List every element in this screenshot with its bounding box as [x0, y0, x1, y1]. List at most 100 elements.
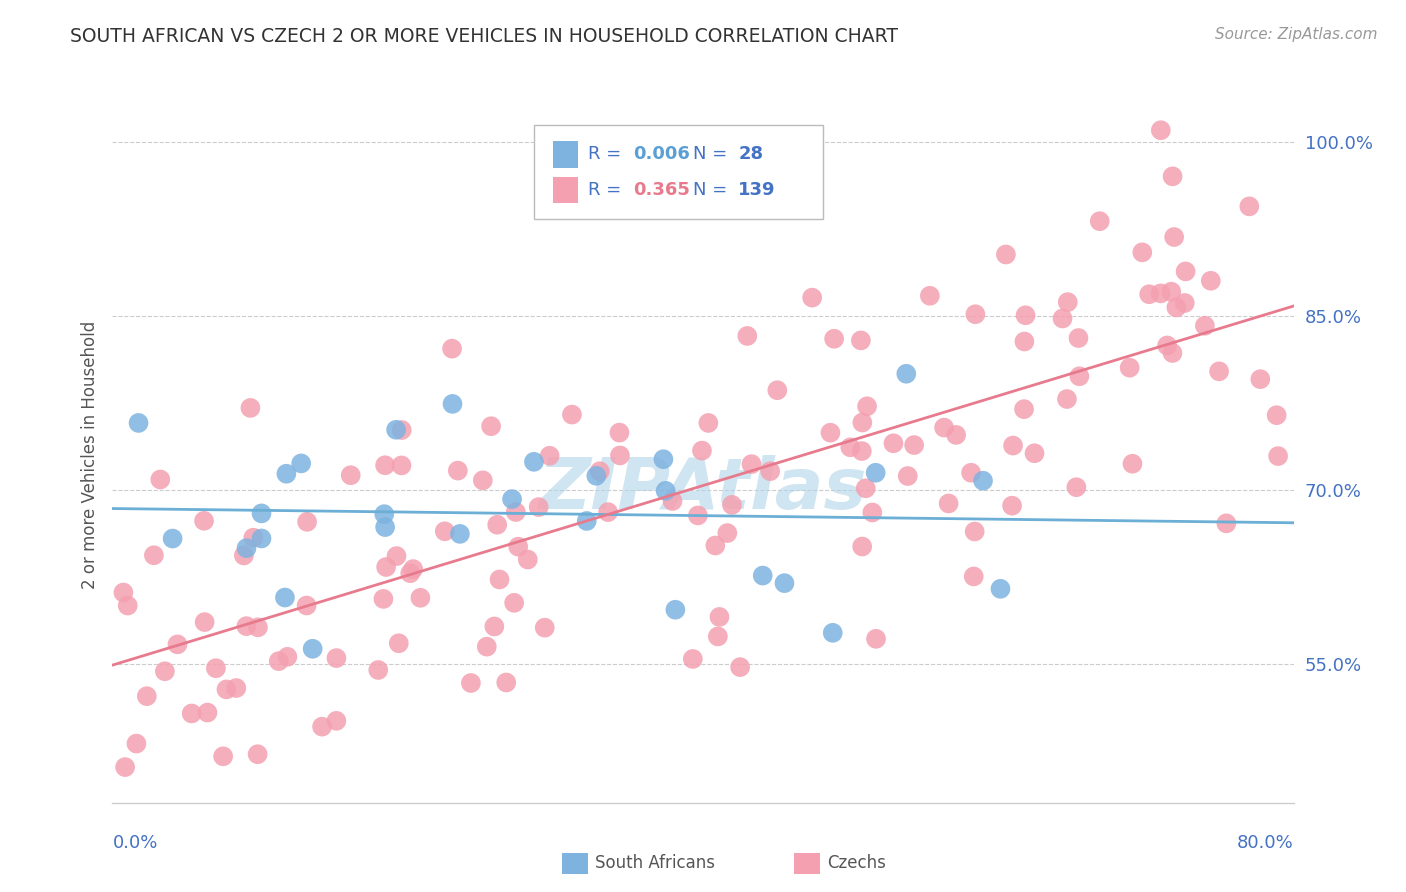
Point	[860, 506, 883, 520]
Point	[609, 425, 631, 440]
Point	[1215, 516, 1237, 531]
Point	[501, 492, 523, 507]
Point	[325, 714, 347, 728]
Point	[527, 500, 550, 514]
Point	[1052, 311, 1074, 326]
Point	[821, 625, 844, 640]
Point	[1194, 318, 1216, 333]
Point	[652, 452, 675, 467]
Point	[1174, 296, 1197, 310]
Point	[1056, 295, 1078, 310]
Point	[938, 496, 960, 510]
Point	[194, 615, 217, 629]
Point	[471, 473, 494, 487]
Point	[1024, 446, 1046, 460]
Point	[112, 585, 135, 599]
Point	[114, 760, 136, 774]
Point	[503, 596, 526, 610]
Point	[373, 507, 395, 521]
Text: 80.0%: 80.0%	[1237, 834, 1294, 852]
Point	[575, 514, 598, 528]
Point	[373, 591, 395, 606]
Point	[166, 637, 188, 651]
Text: 0.0%: 0.0%	[112, 834, 157, 852]
Point	[690, 443, 713, 458]
Point	[855, 481, 877, 495]
Point	[918, 289, 941, 303]
Text: N =: N =	[693, 181, 733, 199]
Point	[274, 591, 297, 605]
Text: 139: 139	[738, 181, 776, 199]
Point	[839, 440, 862, 454]
Point	[682, 652, 704, 666]
Point	[1014, 334, 1036, 349]
Point	[374, 458, 396, 473]
Text: 28: 28	[738, 145, 763, 163]
Point	[391, 458, 413, 473]
Point	[1121, 457, 1143, 471]
Point	[1267, 449, 1289, 463]
Point	[851, 416, 873, 430]
Point	[897, 469, 920, 483]
Point	[994, 247, 1017, 261]
Point	[399, 566, 422, 581]
Point	[751, 568, 773, 582]
Point	[246, 747, 269, 762]
Point	[1118, 360, 1140, 375]
Point	[250, 532, 273, 546]
Point	[153, 665, 176, 679]
Point	[851, 540, 873, 554]
Point	[721, 498, 744, 512]
Point	[801, 291, 824, 305]
Point	[1249, 372, 1271, 386]
Point	[960, 466, 983, 480]
Point	[486, 517, 509, 532]
Point	[212, 749, 235, 764]
Point	[1239, 199, 1261, 213]
Point	[385, 423, 408, 437]
Point	[709, 610, 731, 624]
Point	[339, 468, 361, 483]
Y-axis label: 2 or more Vehicles in Household: 2 or more Vehicles in Household	[80, 321, 98, 589]
Point	[882, 436, 904, 450]
Text: Czechs: Czechs	[827, 855, 886, 872]
Point	[375, 560, 398, 574]
Point	[197, 706, 219, 720]
Point	[246, 620, 269, 634]
Point	[1002, 439, 1025, 453]
Point	[865, 466, 887, 480]
Point	[1067, 331, 1090, 345]
Point	[374, 520, 396, 534]
Point	[903, 438, 925, 452]
Point	[773, 576, 796, 591]
Point	[707, 630, 730, 644]
Point	[488, 573, 510, 587]
Point	[295, 515, 318, 529]
Point	[972, 474, 994, 488]
Point	[1066, 480, 1088, 494]
Point	[516, 552, 538, 566]
Text: 0.006: 0.006	[633, 145, 689, 163]
Point	[1166, 301, 1188, 315]
Point	[409, 591, 432, 605]
Point	[225, 681, 247, 695]
Point	[475, 640, 498, 654]
Point	[533, 621, 555, 635]
Point	[1137, 287, 1160, 301]
Point	[460, 676, 482, 690]
Point	[267, 654, 290, 668]
Point	[311, 720, 333, 734]
Point	[508, 540, 530, 554]
Point	[697, 416, 720, 430]
Point	[232, 549, 254, 563]
Point	[963, 569, 986, 583]
Point	[215, 682, 238, 697]
Point	[117, 599, 139, 613]
Point	[276, 649, 298, 664]
Point	[932, 420, 955, 434]
Text: South Africans: South Africans	[595, 855, 714, 872]
Point	[823, 332, 845, 346]
Point	[849, 334, 872, 348]
Point	[235, 619, 257, 633]
Point	[945, 428, 967, 442]
